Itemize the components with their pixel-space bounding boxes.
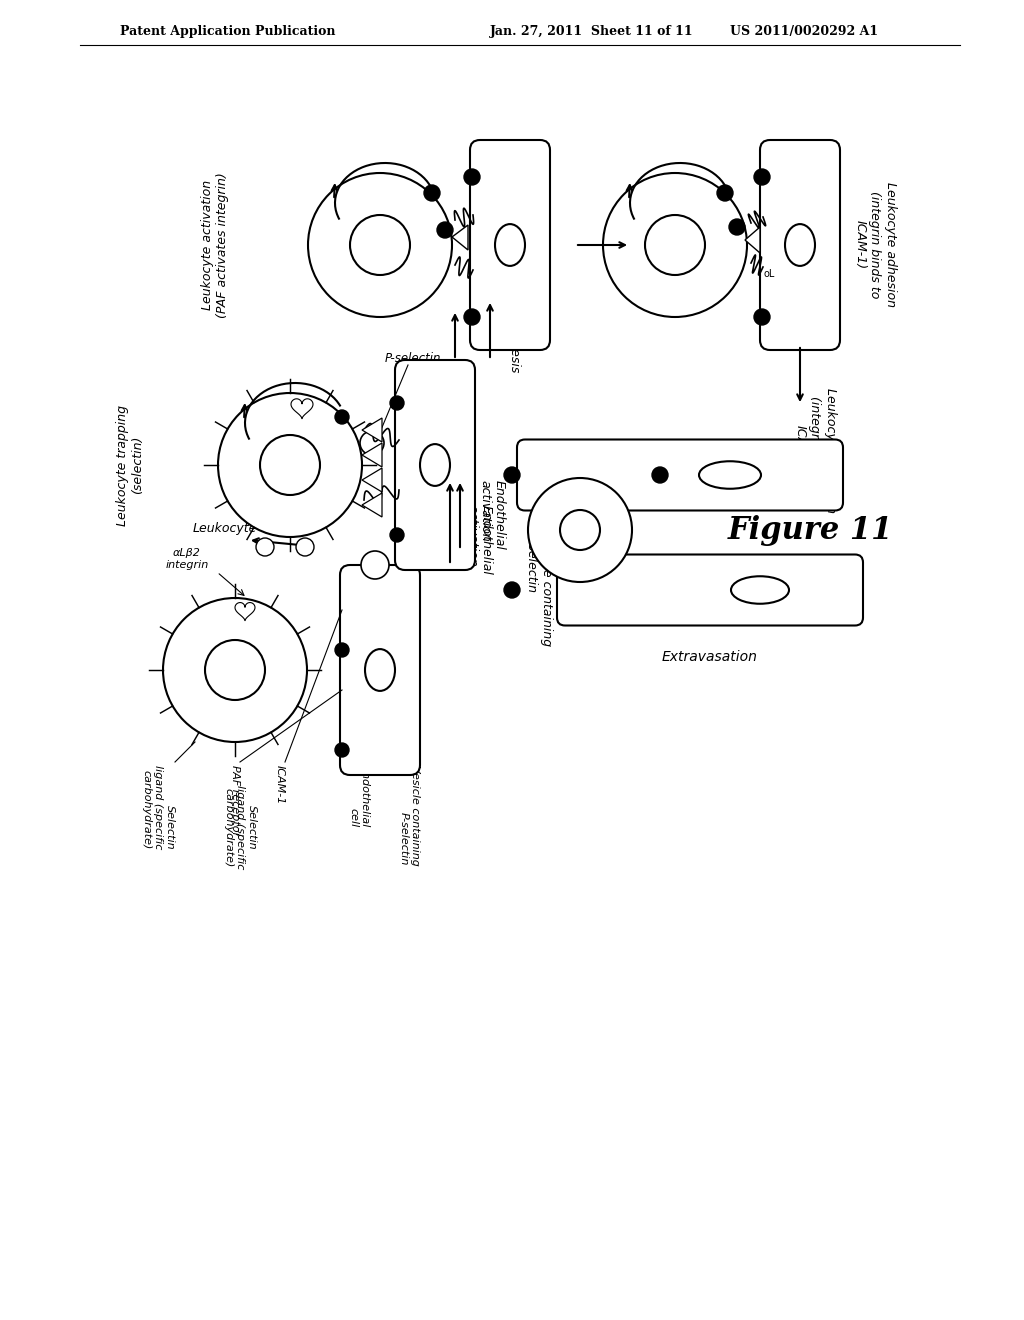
- Circle shape: [504, 582, 520, 598]
- Text: PAF synthesis: PAF synthesis: [508, 288, 521, 372]
- FancyBboxPatch shape: [557, 554, 863, 626]
- Circle shape: [464, 309, 480, 325]
- Text: ICAM-1: ICAM-1: [275, 766, 285, 804]
- Ellipse shape: [420, 444, 450, 486]
- Circle shape: [717, 185, 733, 201]
- Circle shape: [754, 309, 770, 325]
- FancyBboxPatch shape: [340, 565, 420, 775]
- Circle shape: [645, 215, 705, 275]
- Text: Vesicle containing
P-selectin: Vesicle containing P-selectin: [398, 766, 420, 866]
- Circle shape: [335, 643, 349, 657]
- Circle shape: [296, 539, 314, 556]
- Text: Selectin
ligand (specific
carbohydrate): Selectin ligand (specific carbohydrate): [223, 785, 257, 870]
- Text: Leukocyte adhesion
(integrin binds to
ICAM-1): Leukocyte adhesion (integrin binds to IC…: [853, 182, 896, 308]
- Circle shape: [256, 539, 274, 556]
- FancyBboxPatch shape: [470, 140, 550, 350]
- Polygon shape: [234, 602, 255, 620]
- Polygon shape: [452, 224, 468, 249]
- Text: Endothelial
cell: Endothelial cell: [348, 766, 370, 828]
- Circle shape: [361, 550, 389, 579]
- Circle shape: [560, 510, 600, 550]
- Circle shape: [335, 411, 349, 424]
- Circle shape: [603, 173, 746, 317]
- Circle shape: [335, 743, 349, 756]
- Circle shape: [652, 467, 668, 483]
- Circle shape: [504, 467, 520, 483]
- Ellipse shape: [785, 224, 815, 265]
- Ellipse shape: [495, 224, 525, 265]
- Polygon shape: [291, 399, 313, 418]
- Circle shape: [163, 598, 307, 742]
- Polygon shape: [745, 227, 760, 253]
- Text: Leukocyte: Leukocyte: [193, 521, 257, 535]
- Circle shape: [754, 169, 770, 185]
- Text: Selectin
ligand (specific
carbohydrate): Selectin ligand (specific carbohydrate): [141, 766, 175, 849]
- Circle shape: [424, 185, 440, 201]
- Circle shape: [528, 478, 632, 582]
- Text: Jan. 27, 2011  Sheet 11 of 11: Jan. 27, 2011 Sheet 11 of 11: [490, 25, 693, 38]
- Circle shape: [437, 222, 453, 238]
- Circle shape: [205, 640, 265, 700]
- Text: Vesicle containing
P-selectin: Vesicle containing P-selectin: [525, 533, 553, 647]
- Text: Figure 11: Figure 11: [727, 515, 893, 545]
- Text: P-selectin: P-selectin: [385, 352, 441, 366]
- Circle shape: [350, 215, 410, 275]
- FancyBboxPatch shape: [517, 440, 843, 511]
- Text: US 2011/0020292 A1: US 2011/0020292 A1: [730, 25, 879, 38]
- Circle shape: [464, 169, 480, 185]
- Circle shape: [218, 393, 362, 537]
- Circle shape: [729, 219, 745, 235]
- Text: oL: oL: [763, 269, 774, 279]
- Polygon shape: [362, 444, 382, 467]
- Circle shape: [360, 432, 384, 455]
- Ellipse shape: [365, 649, 395, 690]
- FancyBboxPatch shape: [760, 140, 840, 350]
- Ellipse shape: [731, 577, 790, 603]
- Polygon shape: [362, 492, 382, 517]
- Polygon shape: [362, 469, 382, 492]
- Ellipse shape: [699, 461, 761, 488]
- Text: Leukocyte activation
(PAF activates integrin): Leukocyte activation (PAF activates inte…: [201, 172, 229, 318]
- Text: Endothelial
activation: Endothelial activation: [478, 480, 506, 550]
- FancyBboxPatch shape: [395, 360, 475, 570]
- Circle shape: [390, 396, 404, 411]
- Text: αLβ2
integrin: αLβ2 integrin: [165, 548, 209, 570]
- Text: Leukocyte trapping
(selectin): Leukocyte trapping (selectin): [116, 404, 144, 525]
- Text: Endothelial
activation: Endothelial activation: [465, 506, 493, 576]
- Circle shape: [260, 436, 319, 495]
- Text: Patent Application Publication: Patent Application Publication: [120, 25, 336, 38]
- Text: Extravasation: Extravasation: [663, 649, 758, 664]
- Text: Leukocyte adhesion
(integrin binds to
ICAM-1): Leukocyte adhesion (integrin binds to IC…: [794, 388, 837, 512]
- Circle shape: [308, 173, 452, 317]
- Polygon shape: [362, 418, 382, 442]
- Circle shape: [390, 528, 404, 543]
- Text: PAF receptor: PAF receptor: [230, 766, 240, 836]
